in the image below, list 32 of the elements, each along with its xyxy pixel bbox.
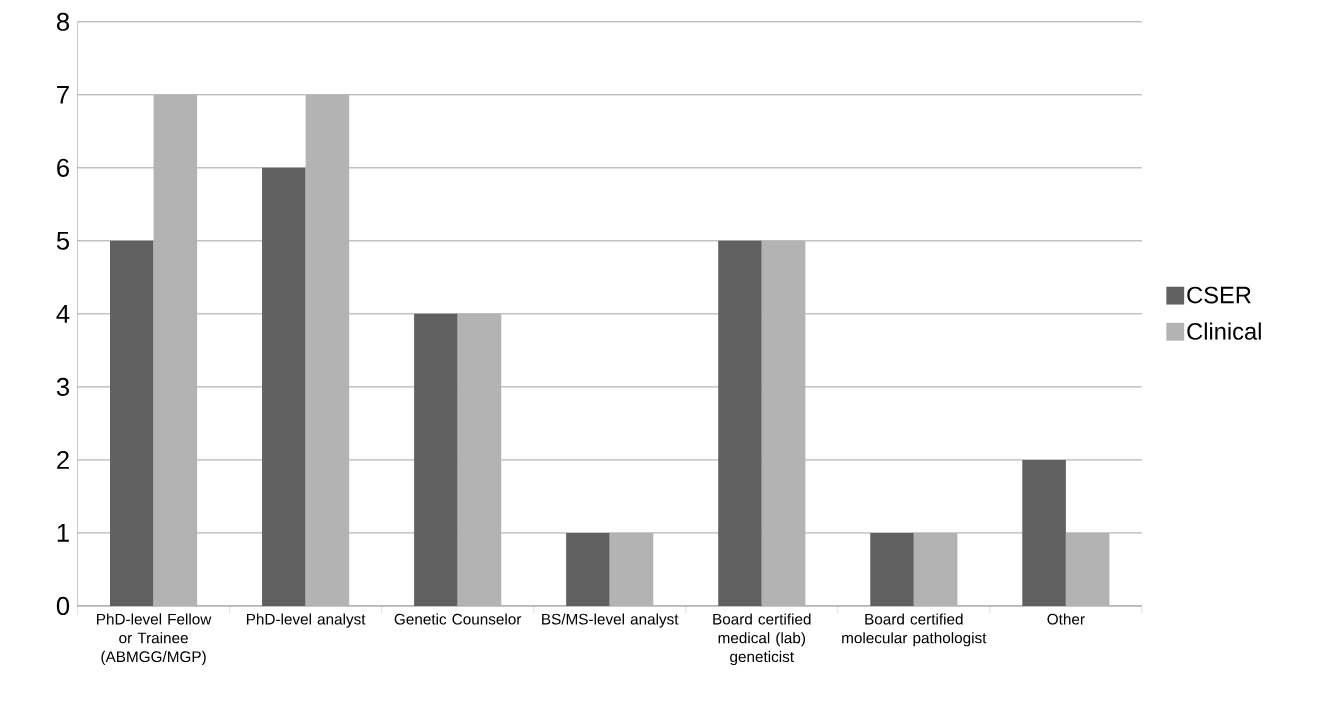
y-tick-label: 2 bbox=[57, 450, 69, 469]
x-tick-label: Board certified medical (lab) geneticist bbox=[713, 613, 811, 666]
x-tick-label: Genetic Counselor bbox=[394, 613, 522, 625]
y-tick-label: 1 bbox=[57, 524, 69, 542]
y-tick-label: 7 bbox=[57, 86, 69, 104]
x-tick-label: Board certified molecular pathologist bbox=[842, 613, 987, 647]
legend-label: Clinical bbox=[1187, 322, 1261, 340]
bar bbox=[110, 240, 154, 606]
y-tick-label: 5 bbox=[56, 231, 70, 250]
bar bbox=[305, 94, 350, 606]
bar bbox=[1022, 459, 1066, 606]
y-tick-label: 3 bbox=[56, 377, 69, 396]
x-tick-label: PhD-level analyst bbox=[246, 613, 366, 628]
x-tick-label: Other bbox=[1047, 613, 1085, 625]
bar bbox=[262, 167, 306, 606]
bar bbox=[761, 240, 806, 606]
y-tick-label: 4 bbox=[56, 305, 70, 323]
bar bbox=[718, 240, 762, 606]
bar bbox=[913, 532, 958, 606]
bar bbox=[153, 94, 198, 606]
y-tick-label: 0 bbox=[56, 596, 70, 616]
y-tick-label: 8 bbox=[56, 12, 69, 31]
bar bbox=[870, 532, 914, 606]
bar bbox=[1065, 532, 1110, 606]
bar bbox=[609, 532, 654, 606]
x-tick-label: PhD-level Fellow or Trainee (ABMGG/MGP) bbox=[97, 613, 212, 666]
x-tick-label: BS/MS-level analyst bbox=[542, 613, 679, 628]
bar bbox=[457, 313, 502, 606]
legend-label: CSER bbox=[1187, 286, 1251, 304]
bar bbox=[566, 532, 610, 606]
y-tick-label: 6 bbox=[57, 158, 69, 177]
bar bbox=[414, 313, 458, 606]
